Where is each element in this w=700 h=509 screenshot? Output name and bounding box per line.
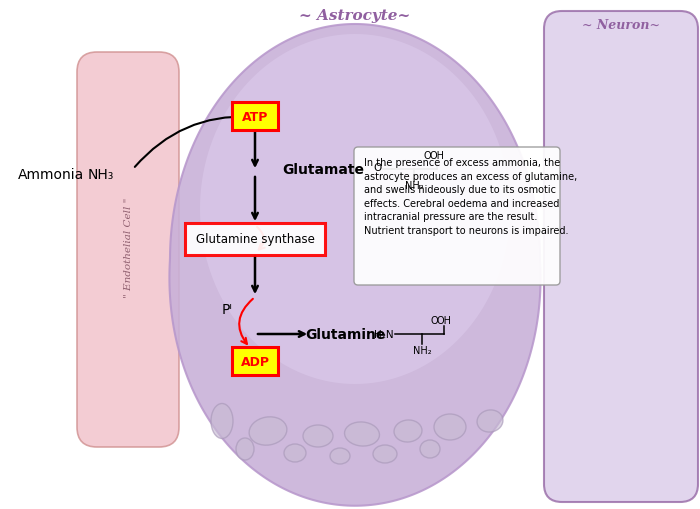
Ellipse shape [330, 448, 350, 464]
Polygon shape [169, 25, 540, 506]
FancyBboxPatch shape [354, 148, 560, 286]
Text: " Endothelial Cell ": " Endothelial Cell " [123, 197, 132, 298]
Text: O: O [374, 163, 382, 173]
FancyBboxPatch shape [77, 53, 179, 447]
Text: O: O [424, 151, 431, 161]
Text: In the presence of excess ammonia, the
astrocyte produces an excess of glutamine: In the presence of excess ammonia, the a… [364, 158, 578, 236]
Ellipse shape [477, 410, 503, 432]
FancyBboxPatch shape [232, 347, 278, 375]
Ellipse shape [284, 444, 306, 462]
Text: Pᴵ: Pᴵ [222, 302, 232, 317]
Text: OH: OH [430, 151, 444, 161]
Ellipse shape [236, 438, 254, 460]
Text: NH₂: NH₂ [413, 345, 431, 355]
Ellipse shape [211, 404, 233, 439]
Text: ATP: ATP [241, 110, 268, 123]
Text: O: O [430, 316, 438, 325]
Text: Glutamine synthase: Glutamine synthase [195, 233, 314, 246]
Polygon shape [200, 35, 510, 384]
Ellipse shape [303, 425, 333, 447]
Text: ADP: ADP [241, 355, 270, 368]
Text: NH₂: NH₂ [405, 181, 424, 191]
Text: Glutamine: Glutamine [305, 327, 386, 342]
Text: Ammonia: Ammonia [18, 167, 84, 182]
Text: ~ Astrocyte~: ~ Astrocyte~ [300, 9, 411, 23]
Text: NH₃: NH₃ [88, 167, 114, 182]
Ellipse shape [344, 422, 379, 446]
Text: H₂N: H₂N [374, 329, 394, 340]
FancyBboxPatch shape [185, 223, 325, 256]
FancyBboxPatch shape [232, 103, 278, 131]
Ellipse shape [394, 420, 422, 442]
Text: Glutamate: Glutamate [282, 163, 364, 177]
FancyBboxPatch shape [544, 12, 698, 502]
Ellipse shape [434, 414, 466, 440]
Text: OH: OH [437, 316, 452, 325]
Ellipse shape [373, 445, 397, 463]
Ellipse shape [249, 417, 287, 445]
Ellipse shape [420, 440, 440, 458]
Text: ~ Neuron~: ~ Neuron~ [582, 19, 660, 32]
